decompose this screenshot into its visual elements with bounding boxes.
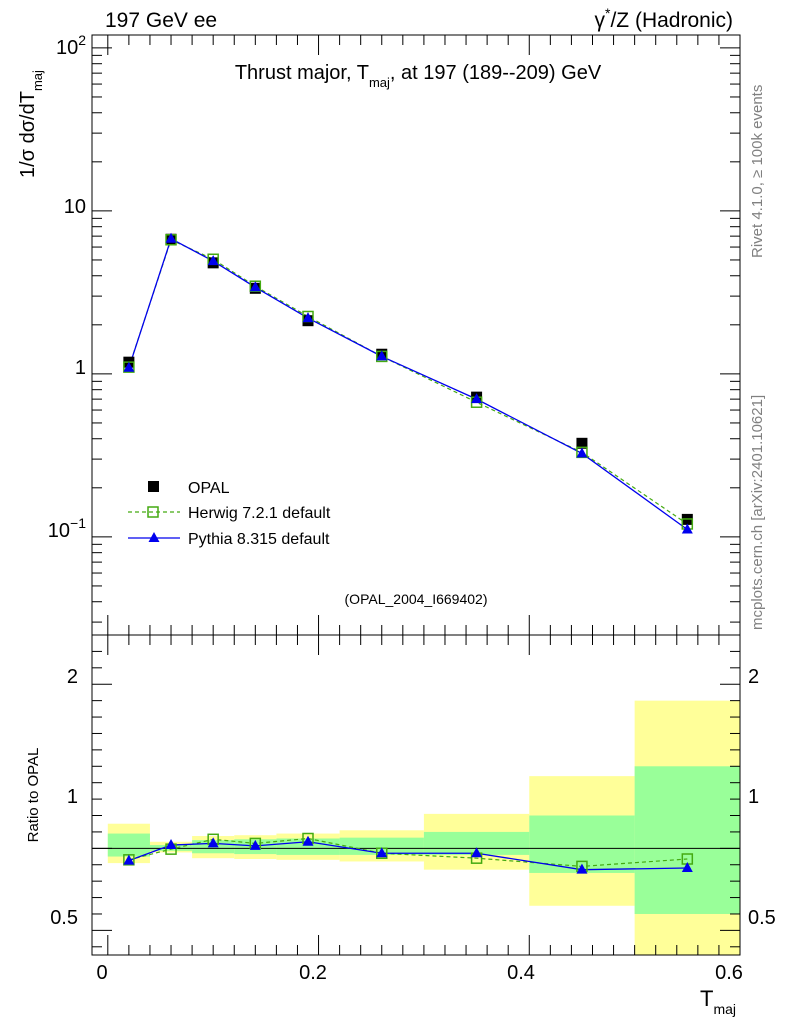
main-y-axis-label: 1/σ dσ/dTmaj bbox=[17, 70, 45, 178]
main-plot-title: Thrust major, Tmaj, at 197 (189--209) Ge… bbox=[235, 62, 602, 90]
ratio-y-tick-label-0.5: 0.5 bbox=[50, 907, 78, 929]
x-tick-label-0.6: 0.6 bbox=[715, 962, 743, 984]
main-plot: Thrust major, Tmaj, at 197 (189--209) Ge… bbox=[17, 32, 741, 636]
watermark-label: (OPAL_2004_I669402) bbox=[345, 591, 488, 607]
rivet-version-label: Rivet 4.1.0, ≥ 100k events bbox=[749, 85, 766, 258]
y-tick-label-1: 1 bbox=[75, 357, 86, 379]
header-process-label: γ*/Z (Hadronic) bbox=[595, 5, 733, 32]
main-series bbox=[123, 232, 694, 534]
legend-herwig-label: Herwig 7.2.1 default bbox=[188, 505, 331, 522]
ratio-y-tick-label-right-2: 2 bbox=[748, 666, 759, 688]
legend-opal-label: OPAL bbox=[188, 480, 230, 497]
legend-herwig-marker bbox=[147, 506, 159, 518]
pythia-ratio-point bbox=[471, 847, 483, 858]
y-tick-label-100: 102 bbox=[56, 32, 86, 59]
pythia-ratio-point bbox=[376, 847, 388, 858]
pythia-ratio-point bbox=[165, 839, 177, 850]
ratio-plot-frame bbox=[91, 634, 741, 956]
ratio-y-tick-label-right-0.5: 0.5 bbox=[748, 907, 776, 929]
ratio-y-axis-label: Ratio to OPAL bbox=[25, 748, 42, 843]
ratio-band-inner bbox=[423, 831, 530, 855]
ratio-y-tick-label-1: 1 bbox=[67, 786, 78, 808]
pythia-ratio-point bbox=[123, 854, 135, 865]
legend: OPAL Herwig 7.2.1 default Pythia 8.315 d… bbox=[128, 480, 331, 548]
ratio-series bbox=[123, 832, 694, 874]
main-ticks bbox=[92, 35, 741, 635]
legend-opal-marker bbox=[148, 481, 159, 492]
main-tick-labels: 102 10 1 10−1 bbox=[48, 32, 86, 542]
ratio-band-inner bbox=[634, 766, 740, 914]
ratio-plot: Ratio to OPAL 2 1 0.5 2 1 0.5 0 0.2 0.4 … bbox=[25, 634, 776, 1017]
ratio-bands bbox=[107, 700, 740, 955]
pythia-ratio-point bbox=[576, 863, 588, 874]
ratio-band-inner bbox=[107, 833, 150, 857]
ratio-y-tick-label-right-1: 1 bbox=[748, 786, 759, 808]
legend-pythia-marker bbox=[148, 532, 160, 542]
pythia-ratio-point bbox=[207, 837, 219, 848]
header-energy-label: 197 GeV ee bbox=[105, 9, 217, 32]
y-tick-label-0.1: 10−1 bbox=[48, 515, 86, 542]
pythia-ratio-point bbox=[249, 839, 261, 850]
pythia-point bbox=[123, 361, 135, 372]
y-tick-label-10: 10 bbox=[64, 196, 86, 218]
x-axis-label: Tmaj bbox=[700, 986, 736, 1017]
pythia-point bbox=[576, 447, 588, 458]
legend-pythia-label: Pythia 8.315 default bbox=[188, 531, 330, 548]
pythia-point bbox=[207, 255, 219, 266]
ratio-ticks bbox=[92, 635, 741, 955]
pythia-point bbox=[302, 312, 314, 323]
x-tick-label-0: 0 bbox=[96, 962, 107, 984]
pythia-point bbox=[681, 523, 693, 534]
pythia-ratio-point bbox=[681, 862, 693, 873]
ratio-y-tick-label-2: 2 bbox=[67, 666, 78, 688]
pythia-point bbox=[249, 281, 261, 292]
pythia-point bbox=[165, 232, 177, 243]
opal-point bbox=[576, 437, 588, 449]
pythia-ratio-point bbox=[302, 835, 314, 846]
pythia-point bbox=[376, 350, 388, 361]
x-tick-label-0.2: 0.2 bbox=[299, 962, 327, 984]
x-tick-label-0.4: 0.4 bbox=[507, 962, 535, 984]
mcplots-label: mcplots.cern.ch [arXiv:2401.10621] bbox=[749, 395, 766, 630]
pythia-point bbox=[471, 393, 483, 404]
